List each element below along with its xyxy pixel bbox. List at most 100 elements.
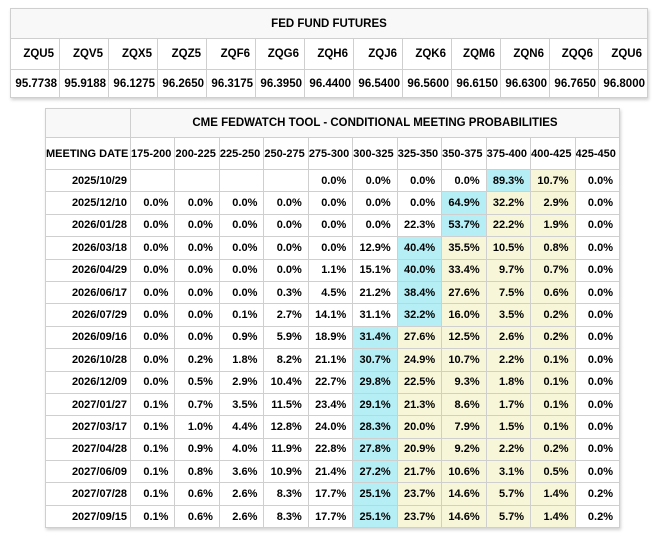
probability-cell: 17.7% xyxy=(307,504,354,529)
probability-cell: 0.0% xyxy=(574,168,621,193)
probability-cell: 0.0% xyxy=(441,168,487,193)
probability-cell: 7.5% xyxy=(485,280,532,305)
rate-range-header: 375-400 xyxy=(485,137,532,170)
probability-cell: 0.2% xyxy=(530,325,576,350)
probability-cell: 0.0% xyxy=(218,213,265,238)
probability-cell: 0.0% xyxy=(574,280,621,305)
probability-cell: 21.2% xyxy=(352,280,398,305)
probability-cell-max: 38.4% xyxy=(396,280,443,305)
probability-cell: 33.4% xyxy=(441,258,487,282)
probability-cell-max: 53.7% xyxy=(441,213,487,238)
futures-contract-symbol: ZQV5 xyxy=(59,38,109,70)
rate-range-header: 225-250 xyxy=(218,137,265,170)
probability-cell: 20.0% xyxy=(396,415,443,439)
probability-cell: 1.9% xyxy=(530,213,576,238)
meeting-date-cell: 2027/03/17 xyxy=(45,415,131,439)
probability-cell xyxy=(218,168,265,193)
meeting-date-header: MEETING DATE xyxy=(45,137,131,170)
probability-cell: 0.0% xyxy=(174,213,220,238)
probability-cell: 0.1% xyxy=(218,303,265,327)
probability-cell: 0.0% xyxy=(574,392,621,417)
probability-cell: 22.7% xyxy=(307,370,354,394)
probability-cell: 12.5% xyxy=(441,325,487,350)
probability-cell: 9.7% xyxy=(485,258,532,282)
probability-cell: 9.2% xyxy=(441,437,487,462)
futures-contract-price: 96.8000 xyxy=(598,69,648,98)
meeting-date-cell: 2027/09/15 xyxy=(45,504,131,529)
probability-cell: 0.2% xyxy=(530,437,576,462)
futures-contract-symbol: ZQG6 xyxy=(255,38,305,70)
probability-cell: 22.8% xyxy=(307,437,354,462)
probability-cell xyxy=(129,168,176,193)
probability-cell-max: 25.1% xyxy=(352,504,398,529)
probability-cell xyxy=(263,168,309,193)
probability-cell-max: 29.8% xyxy=(352,370,398,394)
probability-cell-max: 29.1% xyxy=(352,392,398,417)
probability-cell: 27.6% xyxy=(396,325,443,350)
probability-cell: 21.1% xyxy=(307,348,354,372)
probability-cell: 22.5% xyxy=(396,370,443,394)
futures-contract-symbol: ZQN6 xyxy=(500,38,550,70)
probability-cell: 0.6% xyxy=(530,280,576,305)
meeting-date-cell: 2025/10/29 xyxy=(45,168,131,193)
probability-cell: 1.4% xyxy=(530,482,576,506)
futures-contract-symbol: ZQZ5 xyxy=(157,38,207,70)
probability-cell: 0.1% xyxy=(530,415,576,439)
futures-contract-price: 96.7650 xyxy=(549,69,599,98)
probability-cell: 0.0% xyxy=(174,325,220,350)
probability-cell: 0.1% xyxy=(129,415,176,439)
probability-cell: 0.0% xyxy=(574,325,621,350)
probability-cell xyxy=(174,168,220,193)
probability-cell: 0.0% xyxy=(218,258,265,282)
rate-range-header: 275-300 xyxy=(307,137,354,170)
probability-cell: 14.1% xyxy=(307,303,354,327)
meeting-row: 2026/06/17 0.0% 0.0% 0.0% 0.3% 4.5% 21.2% 38.4%… xyxy=(45,280,621,305)
probability-cell: 0.0% xyxy=(307,213,354,238)
probability-cell: 21.4% xyxy=(307,460,354,484)
meeting-row: 2027/09/15 0.1% 0.6% 2.6% 8.3% 17.7% 25.1% 23.7… xyxy=(45,504,621,529)
fedwatch-body: 2025/10/29 0.0% 0.0% 0.0% 0.0% 89.3% 10.7% 0.0%… xyxy=(45,168,621,529)
probability-cell: 18.9% xyxy=(307,325,354,350)
probability-cell: 0.0% xyxy=(574,303,621,327)
futures-contract-price: 96.5400 xyxy=(353,69,403,98)
meeting-date-cell: 2026/03/18 xyxy=(45,236,131,260)
probability-cell: 0.8% xyxy=(530,236,576,260)
meeting-row: 2025/12/10 0.0% 0.0% 0.0% 0.0% 0.0% 0.0% 0.0% 64… xyxy=(45,191,621,215)
probability-cell: 0.2% xyxy=(530,303,576,327)
probability-cell: 0.0% xyxy=(129,213,176,238)
rate-range-header: 250-275 xyxy=(263,137,309,170)
probability-cell: 0.8% xyxy=(174,460,220,484)
rate-range-header: 175-200 xyxy=(129,137,176,170)
probability-cell-max: 64.9% xyxy=(441,191,487,215)
probability-cell: 0.5% xyxy=(530,460,576,484)
meeting-date-cell: 2026/04/29 xyxy=(45,258,131,282)
probability-cell: 0.9% xyxy=(174,437,220,462)
futures-contract-symbol: ZQQ6 xyxy=(549,38,599,70)
fedwatch-title: CME FEDWATCH TOOL - CONDITIONAL MEETING … xyxy=(130,108,620,138)
probability-cell: 1.5% xyxy=(485,415,532,439)
meeting-row: 2026/07/29 0.0% 0.0% 0.1% 2.7% 14.1% 31.1% 32.2… xyxy=(45,303,621,327)
futures-contract-price: 96.2650 xyxy=(157,69,207,98)
probability-cell: 0.2% xyxy=(174,348,220,372)
probability-cell: 0.0% xyxy=(307,168,354,193)
probability-cell: 8.6% xyxy=(441,392,487,417)
probability-cell: 31.1% xyxy=(352,303,398,327)
probability-cell: 23.7% xyxy=(396,482,443,506)
probability-cell: 32.2% xyxy=(485,191,532,215)
meeting-date-cell: 2026/10/28 xyxy=(45,348,131,372)
probability-cell: 7.9% xyxy=(441,415,487,439)
meeting-date-cell: 2026/06/17 xyxy=(45,280,131,305)
probability-cell: 0.1% xyxy=(530,348,576,372)
futures-contract-symbol: ZQM6 xyxy=(451,38,501,70)
probability-cell: 1.8% xyxy=(218,348,265,372)
probability-cell: 0.0% xyxy=(129,348,176,372)
probability-cell: 12.8% xyxy=(263,415,309,439)
probability-cell: 0.0% xyxy=(352,213,398,238)
futures-title: FED FUND FUTURES xyxy=(10,8,648,39)
meeting-date-cell: 2027/07/28 xyxy=(45,482,131,506)
probability-cell: 0.1% xyxy=(129,504,176,529)
probability-cell: 0.1% xyxy=(129,437,176,462)
rate-range-header: 425-450 xyxy=(574,137,621,170)
probability-cell: 0.0% xyxy=(129,325,176,350)
